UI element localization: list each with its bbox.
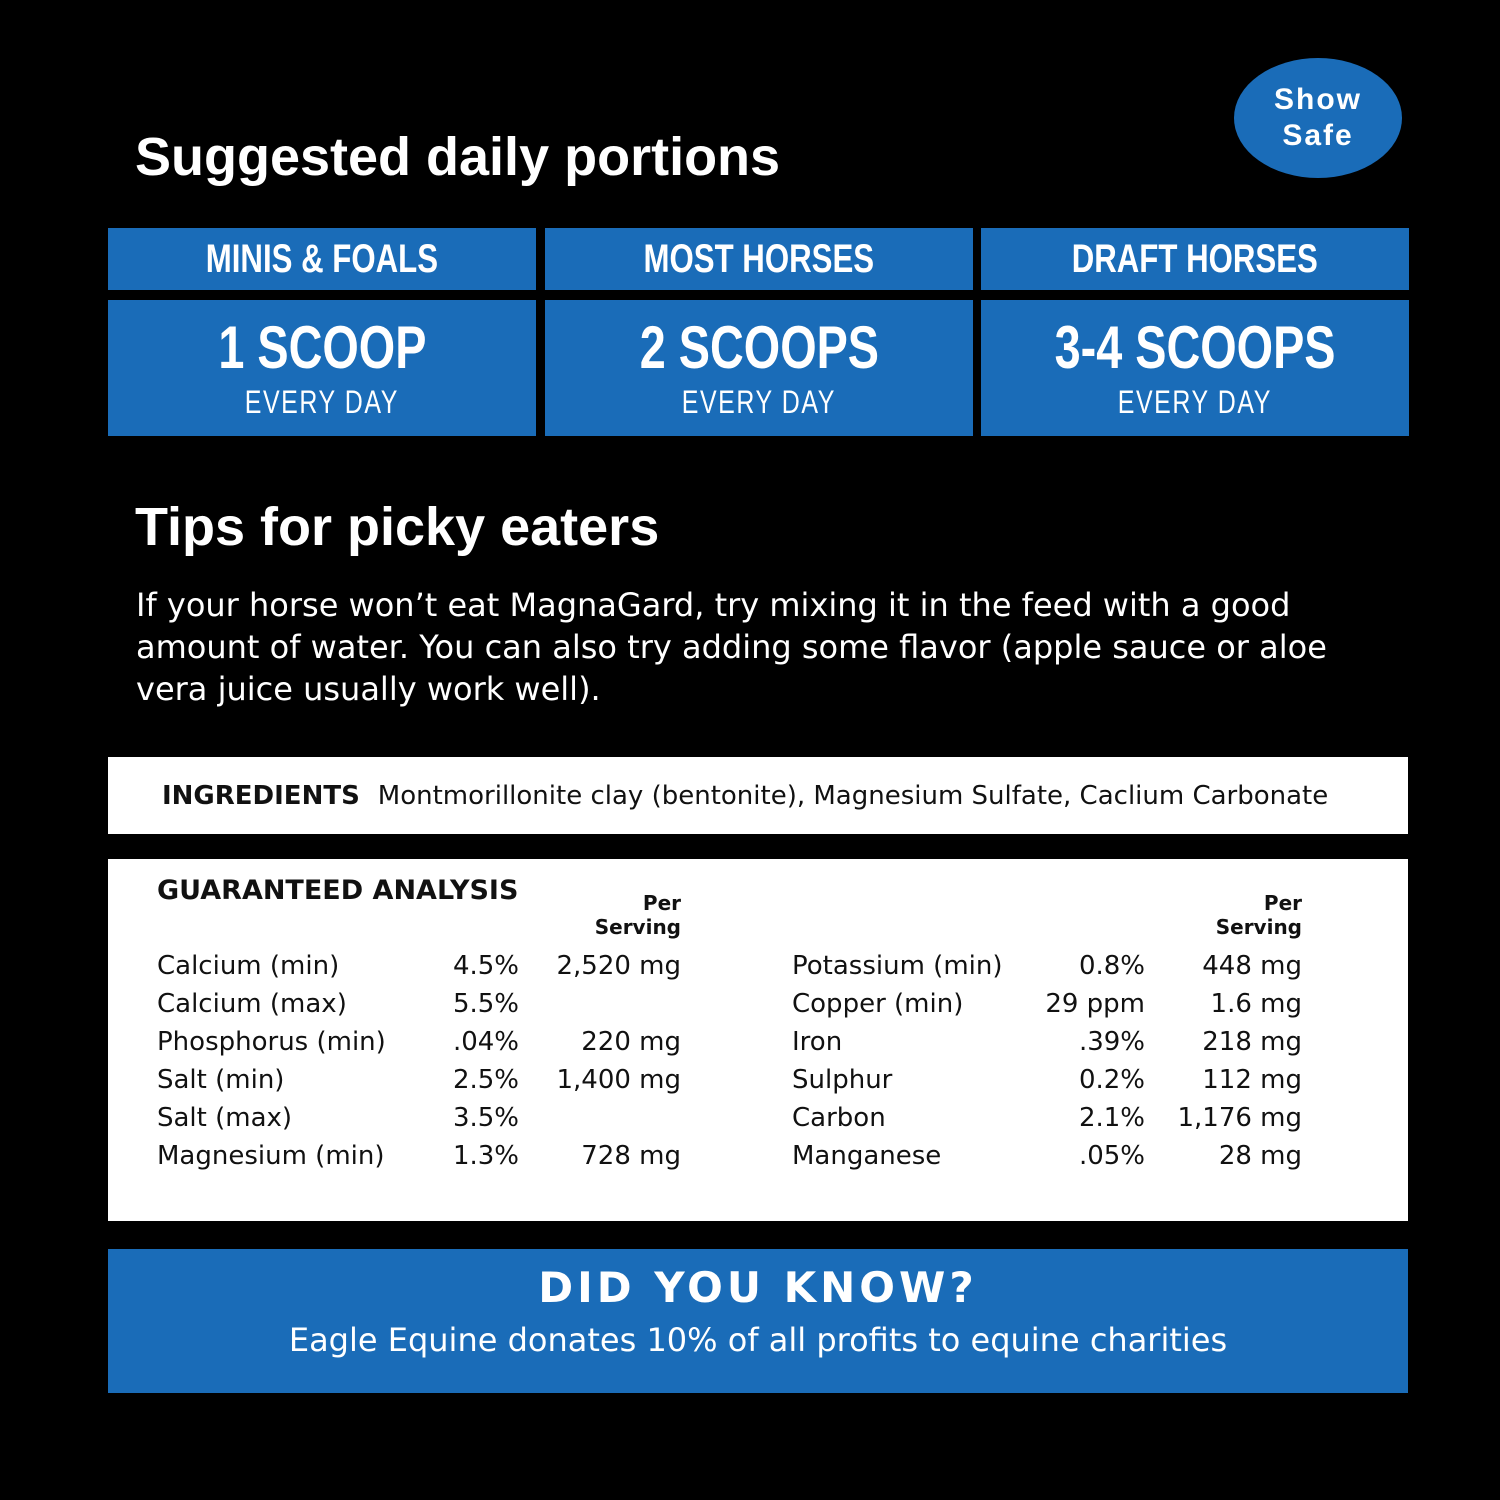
tips-text: If your horse won’t eat MagnaGard, try m… (136, 586, 1327, 708)
nutrient-name: Salt (max) (157, 1103, 293, 1133)
ingredients-label: INGREDIENTS (162, 780, 360, 811)
nutrient-percent: 3.5% (452, 1103, 519, 1133)
tips-title: Tips for picky eaters (135, 497, 660, 557)
portion-frequency: EVERY DAY (1117, 384, 1273, 420)
nutrient-name: Calcium (min) (157, 951, 340, 981)
nutrient-per-serving: 1,400 mg (556, 1065, 681, 1095)
portion-header-text: MOST HORSES (643, 236, 875, 281)
did-you-know-title: DID YOU KNOW? (538, 1263, 978, 1312)
nutrient-name: Carbon (792, 1103, 886, 1133)
portion-body: 1 SCOOP EVERY DAY (108, 300, 536, 436)
analysis-title: GUARANTEED ANALYSIS (157, 875, 519, 906)
nutrient-name: Magnesium (min) (157, 1141, 385, 1171)
badge: Show Safe (1234, 58, 1402, 178)
per-serving-header: Per (1263, 891, 1302, 915)
portion-header-text: MINIS & FOALS (205, 236, 439, 281)
nutrient-percent: 29 ppm (1045, 989, 1145, 1019)
analysis-box: GUARANTEED ANALYSIS Per Serving Calcium (m… (108, 859, 1408, 1221)
nutrient-percent: 0.2% (1078, 1065, 1145, 1095)
nutrient-per-serving: 112 mg (1202, 1065, 1302, 1095)
portion-frequency: EVERY DAY (244, 384, 400, 420)
did-you-know-text: Eagle Equine donates 10% of all profits … (288, 1321, 1228, 1359)
nutrient-percent: .39% (1078, 1027, 1145, 1057)
badge-line: Safe (1282, 119, 1354, 152)
portion-amount: 2 SCOOPS (639, 314, 879, 381)
nutrient-name: Calcium (max) (157, 989, 347, 1019)
portion-body: 2 SCOOPS EVERY DAY (545, 300, 973, 436)
nutrient-name: Sulphur (792, 1065, 893, 1095)
nutrient-percent: 2.1% (1078, 1103, 1145, 1133)
ingredients-text: Montmorillonite clay (bentonite), Magnes… (377, 780, 1329, 811)
portion-header-text: DRAFT HORSES (1071, 236, 1319, 281)
nutrient-name: Potassium (min) (792, 951, 1003, 981)
portion-header: DRAFT HORSES (981, 228, 1409, 290)
portion-header: MINIS & FOALS (108, 228, 536, 290)
nutrient-percent: 2.5% (452, 1065, 519, 1095)
nutrient-name: Salt (min) (157, 1065, 285, 1095)
badge-line: Show (1274, 83, 1362, 116)
portion-header: MOST HORSES (545, 228, 973, 290)
nutrient-percent: 1.3% (452, 1141, 519, 1171)
nutrient-name: Manganese (792, 1141, 942, 1171)
nutrient-per-serving: 2,520 mg (556, 951, 681, 981)
nutrient-per-serving: 28 mg (1218, 1141, 1302, 1171)
portion-amount: 1 SCOOP (217, 314, 427, 381)
portion-body: 3-4 SCOOPS EVERY DAY (981, 300, 1409, 436)
nutrient-percent: 4.5% (452, 951, 519, 981)
portion-amount: 3-4 SCOOPS (1054, 314, 1336, 381)
ingredients-box: INGREDIENTS Montmorillonite clay (benton… (108, 757, 1408, 834)
per-serving-header: Per (642, 891, 681, 915)
nutrient-name: Iron (792, 1027, 843, 1057)
nutrient-per-serving: 220 mg (581, 1027, 681, 1057)
nutrient-per-serving: 218 mg (1202, 1027, 1302, 1057)
nutrient-name: Copper (min) (792, 989, 964, 1019)
portions-title: Suggested daily portions (135, 127, 781, 187)
nutrient-percent: 5.5% (452, 989, 519, 1019)
nutrient-per-serving: 448 mg (1202, 951, 1302, 981)
nutrient-per-serving: 728 mg (581, 1141, 681, 1171)
nutrient-percent: .05% (1078, 1141, 1145, 1171)
did-you-know-box: DID YOU KNOW? Eagle Equine donates 10% o… (108, 1249, 1408, 1393)
nutrient-percent: .04% (452, 1027, 519, 1057)
nutrient-name: Phosphorus (min) (157, 1027, 386, 1057)
per-serving-header: Serving (594, 915, 681, 939)
portion-frequency: EVERY DAY (681, 384, 837, 420)
nutrient-per-serving: 1,176 mg (1177, 1103, 1302, 1133)
nutrient-per-serving: 1.6 mg (1210, 989, 1302, 1019)
nutrient-percent: 0.8% (1078, 951, 1145, 981)
per-serving-header: Serving (1215, 915, 1302, 939)
